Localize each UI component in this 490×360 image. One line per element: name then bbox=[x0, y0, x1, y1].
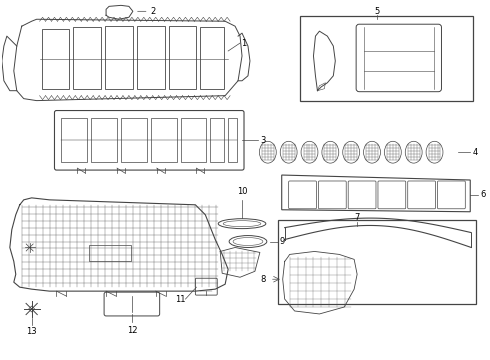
Bar bbox=[299, 16, 473, 100]
Bar bbox=[105, 26, 133, 89]
Bar bbox=[74, 27, 101, 89]
Text: 8: 8 bbox=[261, 275, 266, 284]
Text: 1: 1 bbox=[241, 39, 246, 48]
Text: 2: 2 bbox=[151, 7, 156, 16]
Text: 6: 6 bbox=[480, 190, 486, 199]
Text: 11: 11 bbox=[175, 294, 185, 303]
Bar bbox=[278, 220, 476, 304]
Text: 4: 4 bbox=[472, 148, 477, 157]
Text: 3: 3 bbox=[260, 136, 265, 145]
Text: 13: 13 bbox=[26, 327, 37, 336]
Bar bbox=[89, 246, 131, 261]
Text: 9: 9 bbox=[280, 237, 285, 246]
Bar bbox=[180, 118, 206, 162]
Bar bbox=[151, 118, 176, 162]
Text: 7: 7 bbox=[354, 213, 360, 222]
Bar bbox=[228, 118, 237, 162]
Bar bbox=[169, 26, 196, 89]
Bar bbox=[200, 27, 224, 89]
Bar bbox=[210, 118, 224, 162]
Bar bbox=[61, 118, 87, 162]
Bar bbox=[137, 26, 165, 89]
Bar bbox=[91, 118, 117, 162]
Text: 12: 12 bbox=[126, 326, 137, 335]
Text: 5: 5 bbox=[374, 7, 380, 16]
Bar bbox=[42, 29, 70, 89]
Text: 10: 10 bbox=[237, 187, 247, 196]
Bar bbox=[121, 118, 147, 162]
